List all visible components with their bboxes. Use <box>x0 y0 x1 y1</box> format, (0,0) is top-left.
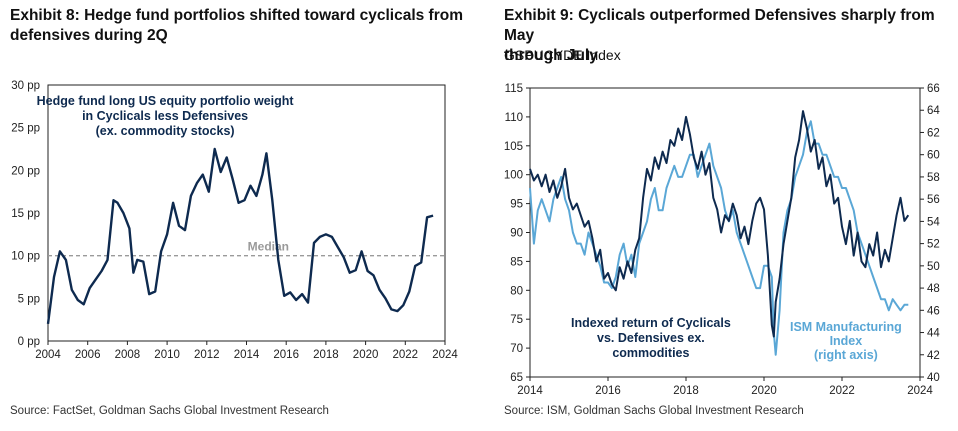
y-tick-label: 5 pp <box>18 293 40 305</box>
x-tick-label: 2004 <box>35 349 61 361</box>
x-tick-label: 2024 <box>907 385 933 397</box>
exhibit-8-title: Exhibit 8: Hedge fund portfolios shifted… <box>10 7 463 44</box>
y-right-tick-label: 58 <box>927 172 940 184</box>
y-right-tick-label: 56 <box>927 194 940 206</box>
y-right-tick-label: 64 <box>927 105 940 117</box>
x-tick-label: 2014 <box>234 349 260 361</box>
x-tick-label: 2014 <box>517 385 543 397</box>
x-tick-label: 2006 <box>75 349 101 361</box>
annotation-line: Hedge fund long US equity portfolio weig… <box>37 94 295 108</box>
y-left-tick-label: 80 <box>510 285 523 297</box>
exhibit-8-panel: Exhibit 8: Hedge fund portfolios shifted… <box>0 0 470 431</box>
x-tick-label: 2022 <box>393 349 419 361</box>
y-left-tick-label: 105 <box>504 141 523 153</box>
exhibit-8-chart: 0 pp 5 pp 10 pp 15 pp 20 pp 25 pp 30 pp 2004 20… <box>11 80 458 361</box>
y-right-tick-label: 46 <box>927 305 940 317</box>
annotation-line: in Cyclicals less Defensives <box>82 109 248 123</box>
y-right-tick-label: 62 <box>927 127 940 139</box>
x-tick-label: 2016 <box>595 385 621 397</box>
exhibit-9-chart: 65 70 75 80 85 90 95 100 105 110 115 40 42 44 46 48 50 5… <box>504 83 941 397</box>
y-left-tick-label: 110 <box>505 112 523 124</box>
y-right-tick-label: 50 <box>927 261 940 273</box>
cyclicals-label-line: commodities <box>612 346 689 360</box>
hedge-fund-weight-line <box>46 147 434 325</box>
chart-annotation: Hedge fund long US equity portfolio weig… <box>37 94 295 138</box>
ism-label-line: ISM Manufacturing <box>790 320 902 334</box>
y-right-tick-label: 66 <box>927 83 940 95</box>
y-tick-label: 10 pp <box>11 251 40 263</box>
ism-label-line: Index <box>830 334 863 348</box>
exhibit-9-source: Source: ISM, Goldman Sachs Global Invest… <box>504 405 804 417</box>
y-tick-label: 15 pp <box>11 208 40 220</box>
x-tick-label: 2008 <box>115 349 141 361</box>
y-right-tick-label: 44 <box>927 328 940 340</box>
y-left-tick-label: 85 <box>510 256 523 268</box>
x-tick-label: 2010 <box>154 349 180 361</box>
x-tick-label: 2020 <box>751 385 777 397</box>
y-right-tick-label: 40 <box>927 372 940 384</box>
y-right-tick-label: 42 <box>927 350 940 362</box>
annotation-line: (ex. commodity stocks) <box>96 124 235 138</box>
y-left-tick-label: 70 <box>510 343 523 355</box>
cyclicals-vs-defensives-line <box>529 110 910 338</box>
x-tick-label: 2016 <box>273 349 299 361</box>
y-left-tick-label: 115 <box>505 83 523 95</box>
x-tick-label: 2022 <box>829 385 855 397</box>
exhibit-9-title: Exhibit 9: Cyclicals outperformed Defens… <box>504 7 935 64</box>
x-tick-label: 2020 <box>353 349 379 361</box>
exhibit-9-subtitle: GSPUCYDE Index <box>504 47 621 63</box>
y-left-tick-label: 75 <box>510 314 523 326</box>
ism-label-line: (right axis) <box>814 348 878 362</box>
y-tick-label: 0 pp <box>18 336 40 348</box>
exhibit-9-panel: Exhibit 9: Cyclicals outperformed Defens… <box>490 0 958 431</box>
y-right-tick-label: 60 <box>927 150 940 162</box>
x-tick-label: 2018 <box>673 385 699 397</box>
x-tick-label: 2012 <box>194 349 220 361</box>
x-tick-label: 2018 <box>313 349 339 361</box>
y-tick-label: 25 pp <box>11 123 40 135</box>
x-tick-label: 2024 <box>432 349 458 361</box>
y-tick-label: 30 pp <box>11 80 40 92</box>
median-label: Median <box>248 240 289 254</box>
y-left-tick-label: 65 <box>510 372 523 384</box>
y-right-tick-label: 52 <box>927 239 940 251</box>
y-left-tick-label: 90 <box>510 228 523 240</box>
y-right-tick-label: 48 <box>927 283 940 295</box>
y-left-tick-label: 95 <box>510 199 523 211</box>
y-left-tick-label: 100 <box>504 170 523 182</box>
cyclicals-label-line: Indexed return of Cyclicals <box>571 316 731 330</box>
exhibit-8-source: Source: FactSet, Goldman Sachs Global In… <box>10 405 329 417</box>
y-right-tick-label: 54 <box>927 216 940 228</box>
cyclicals-label-line: vs. Defensives ex. <box>597 331 705 345</box>
y-tick-label: 20 pp <box>11 165 40 177</box>
